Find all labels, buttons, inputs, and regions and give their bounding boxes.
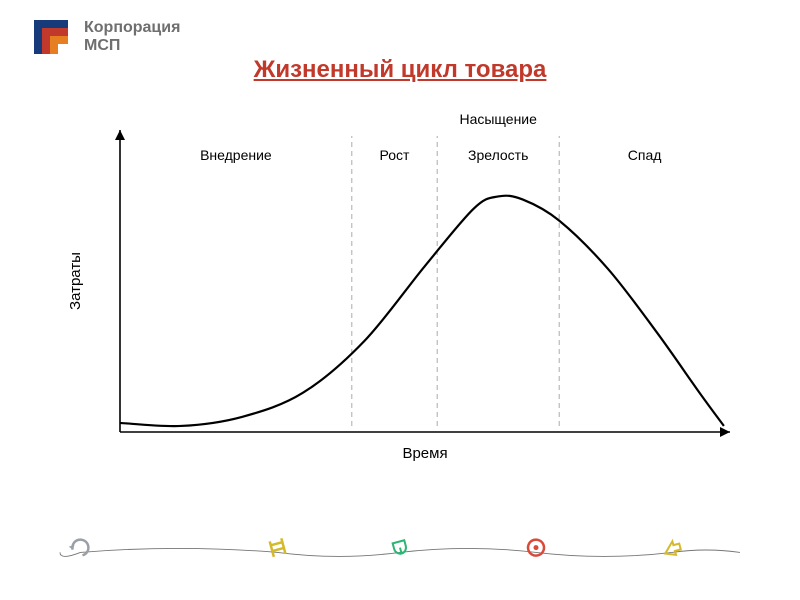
stage-label-1: Рост [380, 147, 411, 163]
logo: Корпорация МСП [28, 14, 180, 60]
chart-xlabel: Время [402, 445, 447, 462]
ladder-icon [270, 538, 286, 557]
icon-bar [60, 526, 740, 574]
logo-mark [28, 14, 74, 60]
stage-label-0: Внедрение [200, 147, 272, 163]
lifecycle-curve [120, 196, 724, 426]
chart-top-label: Насыщение [459, 111, 537, 127]
chart-ylabel: Затраты [67, 252, 84, 310]
stage-label-2: Зрелость [468, 147, 528, 163]
logo-line1: Корпорация [84, 19, 180, 37]
slide-title: Жизненный цикл товара [254, 56, 547, 84]
lifecycle-chart: Насыщение Время Затраты Внедрение Рост Зрелос… [50, 110, 750, 480]
stage-label-3: Спад [628, 147, 662, 163]
logo-text: Корпорация МСП [84, 19, 180, 56]
logo-line2: МСП [84, 37, 180, 55]
arrow-icon [663, 540, 682, 558]
circle-icon [526, 538, 546, 558]
